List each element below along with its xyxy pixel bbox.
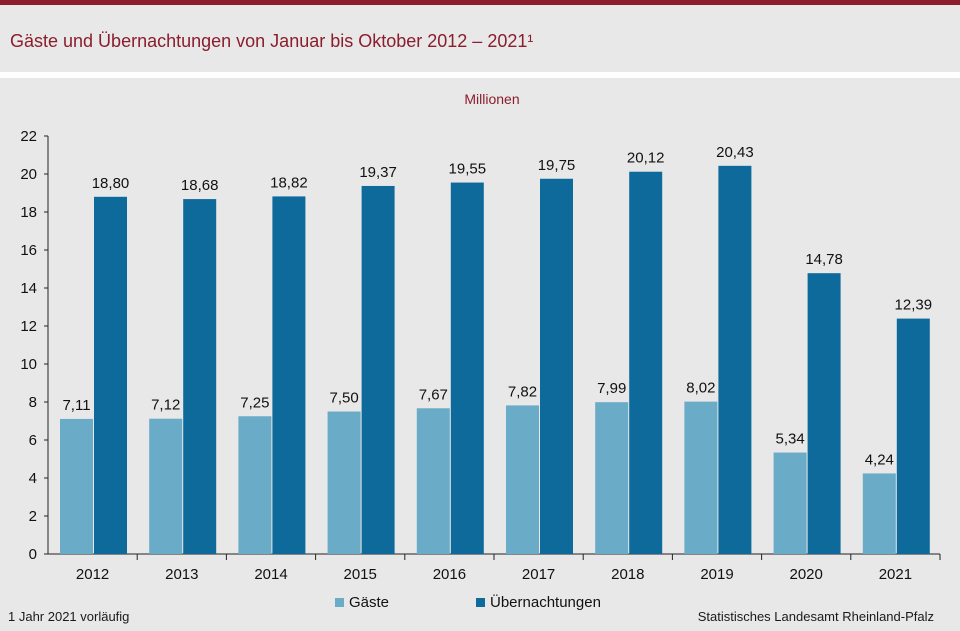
bar-gaeste bbox=[684, 401, 718, 554]
bar-gaeste bbox=[862, 473, 896, 554]
legend-label-uebernachtungen: Übernachtungen bbox=[490, 593, 601, 611]
x-tick-label: 2021 bbox=[879, 566, 912, 583]
y-tick-label: 0 bbox=[29, 546, 37, 563]
data-label: 7,50 bbox=[329, 390, 358, 407]
y-tick-label: 22 bbox=[20, 128, 37, 145]
bar-gaeste bbox=[149, 418, 183, 554]
data-label: 14,78 bbox=[805, 251, 843, 268]
source-note: Statistisches Landesamt Rheinland-Pfalz bbox=[697, 609, 934, 624]
data-label: 8,02 bbox=[686, 380, 715, 397]
bar-gaeste bbox=[773, 452, 807, 554]
bar-uebernachtungen bbox=[361, 185, 395, 554]
chart-title: Gäste und Übernachtungen von Januar bis … bbox=[10, 31, 534, 51]
x-tick-label: 2019 bbox=[700, 566, 733, 583]
bar-uebernachtungen bbox=[718, 165, 752, 554]
y-tick-label: 20 bbox=[20, 166, 37, 183]
footnote: 1 Jahr 2021 vorläufig bbox=[8, 609, 130, 624]
legend-swatch-uebernachtungen bbox=[476, 598, 485, 607]
bar-gaeste bbox=[595, 402, 629, 554]
legend-swatch-gaeste bbox=[335, 598, 344, 607]
x-tick-label: 2012 bbox=[76, 566, 109, 583]
bar-uebernachtungen bbox=[94, 196, 127, 555]
bar-uebernachtungen bbox=[896, 318, 930, 554]
x-tick-label: 2020 bbox=[790, 566, 823, 583]
data-label: 18,80 bbox=[92, 175, 130, 192]
data-label: 19,75 bbox=[538, 157, 576, 174]
data-label: 7,25 bbox=[240, 394, 269, 411]
data-label: 20,12 bbox=[627, 150, 665, 167]
x-tick-label: 2015 bbox=[344, 566, 377, 583]
data-label: 18,82 bbox=[270, 174, 308, 191]
data-label: 5,34 bbox=[775, 431, 804, 448]
bar-uebernachtungen bbox=[807, 273, 841, 554]
data-label: 7,82 bbox=[508, 383, 537, 400]
header-divider bbox=[0, 72, 960, 78]
chart-header: Gäste und Übernachtungen von Januar bis … bbox=[0, 5, 960, 72]
y-unit-label: Millionen bbox=[464, 91, 519, 107]
data-label: 12,39 bbox=[895, 297, 933, 314]
chart-layer: Millionen 0 2 4 6 8 10 12 14 16 18 20 22 7,11 18,80 201… bbox=[20, 91, 941, 611]
top-accent-bar bbox=[0, 0, 960, 5]
data-label: 7,11 bbox=[62, 397, 90, 414]
bar-gaeste bbox=[506, 405, 539, 554]
x-tick-label: 2016 bbox=[433, 566, 466, 583]
data-label: 4,24 bbox=[865, 451, 894, 468]
y-tick-label: 2 bbox=[29, 508, 37, 525]
x-tick-label: 2018 bbox=[611, 566, 644, 583]
data-label: 7,67 bbox=[419, 386, 448, 403]
data-label: 7,99 bbox=[597, 380, 626, 397]
y-tick-label: 14 bbox=[20, 280, 37, 297]
x-tick-label: 2013 bbox=[165, 566, 198, 583]
y-tick-label: 6 bbox=[29, 432, 37, 449]
legend-label-gaeste: Gäste bbox=[349, 594, 389, 611]
data-label: 19,37 bbox=[359, 164, 397, 181]
bar-uebernachtungen bbox=[540, 178, 573, 554]
y-tick-label: 18 bbox=[20, 204, 37, 221]
bar-uebernachtungen bbox=[629, 171, 663, 554]
data-label: 20,43 bbox=[716, 144, 754, 161]
bar-gaeste bbox=[416, 408, 450, 554]
y-tick-label: 12 bbox=[20, 318, 37, 335]
x-tick-label: 2014 bbox=[254, 566, 287, 583]
x-tick-label: 2017 bbox=[522, 566, 555, 583]
y-tick-label: 16 bbox=[20, 242, 37, 259]
y-tick-label: 10 bbox=[20, 356, 37, 373]
bar-gaeste bbox=[238, 416, 272, 554]
data-label: 7,12 bbox=[151, 397, 180, 414]
bar-uebernachtungen bbox=[183, 199, 217, 554]
bar-gaeste bbox=[60, 418, 93, 554]
data-label: 18,68 bbox=[181, 177, 219, 194]
y-tick-label: 4 bbox=[29, 470, 37, 487]
bar-uebernachtungen bbox=[450, 182, 484, 555]
data-label: 19,55 bbox=[449, 161, 487, 178]
bar-gaeste bbox=[327, 411, 361, 554]
bar-uebernachtungen bbox=[272, 196, 306, 555]
y-tick-label: 8 bbox=[29, 394, 37, 411]
